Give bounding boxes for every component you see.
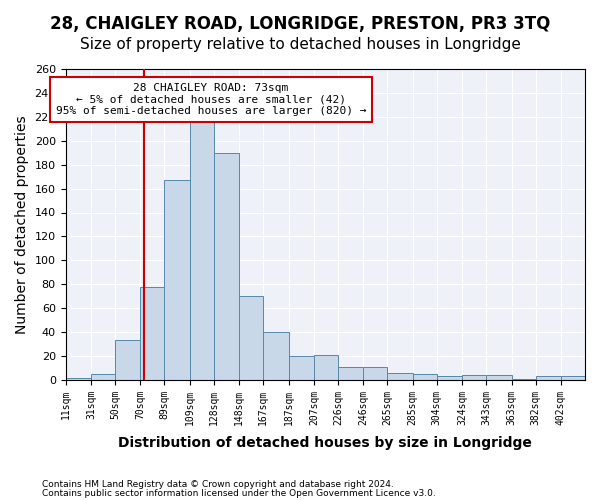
Text: 28, CHAIGLEY ROAD, LONGRIDGE, PRESTON, PR3 3TQ: 28, CHAIGLEY ROAD, LONGRIDGE, PRESTON, P… — [50, 15, 550, 33]
Bar — [164, 180, 190, 380]
Bar — [91, 374, 115, 380]
Bar — [536, 376, 561, 380]
Text: 28 CHAIGLEY ROAD: 73sqm
← 5% of detached houses are smaller (42)
95% of semi-det: 28 CHAIGLEY ROAD: 73sqm ← 5% of detached… — [56, 83, 366, 116]
Bar — [338, 367, 363, 380]
Bar — [239, 296, 263, 380]
Y-axis label: Number of detached properties: Number of detached properties — [15, 115, 29, 334]
Bar — [263, 332, 289, 380]
Bar — [140, 286, 164, 380]
Bar — [462, 375, 486, 380]
Bar — [314, 355, 338, 380]
Bar — [289, 356, 314, 380]
Bar — [413, 374, 437, 380]
Text: Contains public sector information licensed under the Open Government Licence v3: Contains public sector information licen… — [42, 488, 436, 498]
Bar — [437, 376, 462, 380]
Text: Contains HM Land Registry data © Crown copyright and database right 2024.: Contains HM Land Registry data © Crown c… — [42, 480, 394, 489]
Bar — [486, 375, 512, 380]
Bar — [190, 122, 214, 380]
Bar — [388, 372, 413, 380]
Bar — [115, 340, 140, 380]
Text: Size of property relative to detached houses in Longridge: Size of property relative to detached ho… — [80, 38, 520, 52]
Bar — [363, 367, 388, 380]
Bar — [561, 376, 585, 380]
Bar — [65, 378, 91, 380]
Bar — [512, 378, 536, 380]
Bar — [214, 152, 239, 380]
X-axis label: Distribution of detached houses by size in Longridge: Distribution of detached houses by size … — [118, 436, 532, 450]
